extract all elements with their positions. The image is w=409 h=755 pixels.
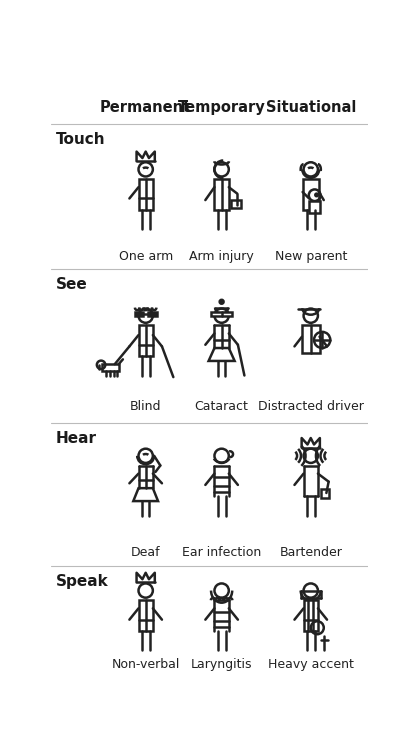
- Circle shape: [220, 300, 224, 304]
- Text: Deaf: Deaf: [131, 546, 160, 559]
- Text: New parent: New parent: [274, 250, 347, 263]
- Bar: [135, 312, 144, 316]
- Bar: [309, 201, 319, 214]
- Bar: [321, 489, 329, 498]
- Text: Distracted driver: Distracted driver: [258, 400, 364, 413]
- Polygon shape: [133, 488, 158, 501]
- Bar: [139, 179, 153, 210]
- Text: Blind: Blind: [130, 400, 162, 413]
- Text: Touch: Touch: [56, 132, 106, 147]
- Bar: [211, 312, 232, 316]
- Bar: [139, 600, 153, 631]
- Text: Situational: Situational: [265, 100, 356, 115]
- Text: Non-verbal: Non-verbal: [112, 658, 180, 670]
- Text: Temporary: Temporary: [178, 100, 265, 115]
- Bar: [231, 200, 241, 208]
- Text: One arm: One arm: [119, 250, 173, 263]
- Text: Heavy accent: Heavy accent: [268, 658, 354, 670]
- Text: Laryngitis: Laryngitis: [191, 658, 252, 670]
- Text: Ear infection: Ear infection: [182, 546, 261, 559]
- Text: Cataract: Cataract: [195, 400, 249, 413]
- Bar: [303, 600, 318, 631]
- Text: Permanent: Permanent: [100, 100, 191, 115]
- Bar: [102, 364, 119, 371]
- Circle shape: [315, 193, 318, 196]
- Text: See: See: [56, 277, 88, 292]
- Bar: [214, 179, 229, 210]
- Text: Hear: Hear: [56, 431, 97, 446]
- Bar: [303, 179, 319, 210]
- Text: Arm injury: Arm injury: [189, 250, 254, 263]
- Polygon shape: [209, 348, 235, 361]
- Text: Speak: Speak: [56, 574, 108, 589]
- Bar: [148, 312, 157, 316]
- Bar: [302, 325, 319, 353]
- Bar: [139, 325, 153, 356]
- Text: Bartender: Bartender: [279, 546, 342, 559]
